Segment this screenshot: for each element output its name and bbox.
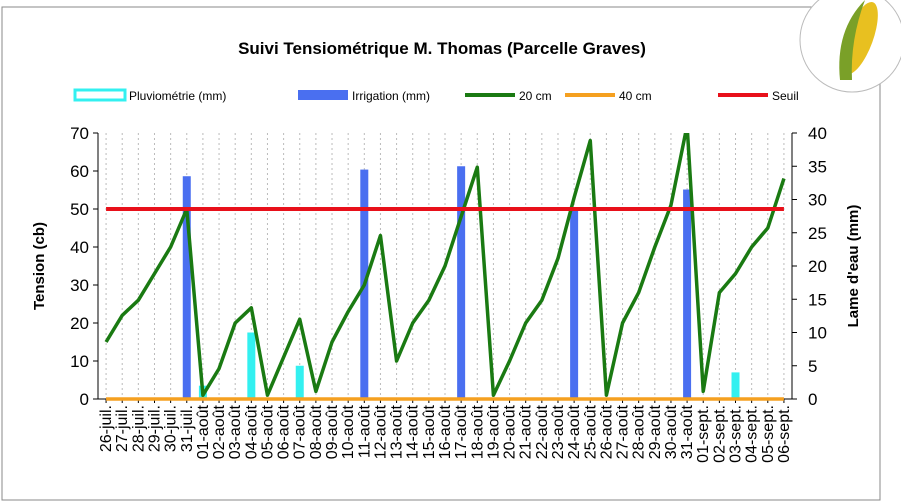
x-tick-label: 01-août	[195, 404, 212, 459]
x-tick-label: 13-août	[389, 404, 406, 459]
legend-label: 40 cm	[619, 89, 652, 103]
x-tick-label: 28-juil.	[130, 405, 147, 452]
x-tick-label: 05-août	[259, 404, 276, 459]
x-tick-label: 02-sept.	[711, 405, 728, 463]
x-tick-label: 05-sept.	[760, 405, 777, 463]
y-tick-label: 10	[70, 352, 89, 371]
y2-tick-label: 0	[808, 390, 817, 409]
x-tick-label: 12-août	[372, 404, 389, 459]
bar	[732, 372, 740, 399]
y-axis-label: Tension (cb)	[31, 222, 48, 310]
x-tick-label: 09-août	[324, 404, 341, 459]
legend-label: Irrigation (mm)	[352, 89, 430, 103]
x-tick-label: 24-août	[566, 404, 583, 459]
x-tick-label: 31-juil.	[179, 405, 196, 452]
x-tick-label: 26-août	[598, 404, 615, 459]
y2-tick-label: 20	[808, 257, 827, 276]
x-tick-label: 06-sept.	[776, 405, 793, 463]
bar	[683, 190, 691, 399]
y2-axis-label: Lame d'eau (mm)	[845, 205, 862, 328]
x-tick-label: 20-août	[502, 404, 519, 459]
x-tick-label: 18-août	[469, 404, 486, 459]
x-tick-label: 04-août	[243, 404, 260, 459]
chart-title: Suivi Tensiométrique M. Thomas (Parcelle…	[238, 39, 646, 58]
y-tick-label: 50	[70, 200, 89, 219]
x-tick-label: 10-août	[340, 404, 357, 459]
x-tick-label: 02-août	[211, 404, 228, 459]
x-tick-label: 14-août	[405, 404, 422, 459]
legend-label: Seuil	[772, 89, 799, 103]
x-tick-label: 29-août	[647, 404, 664, 459]
x-tick-label: 03-sept.	[728, 405, 745, 463]
x-tick-label: 17-août	[453, 404, 470, 459]
x-tick-label: 21-août	[518, 404, 535, 459]
y2-tick-label: 35	[808, 157, 827, 176]
y-tick-label: 70	[70, 124, 89, 143]
y2-tick-label: 15	[808, 290, 827, 309]
x-tick-label: 31-août	[679, 404, 696, 459]
x-tick-label: 25-août	[582, 404, 599, 459]
x-tick-label: 03-août	[227, 404, 244, 459]
x-tick-label: 19-août	[485, 404, 502, 459]
x-tick-label: 11-août	[356, 404, 373, 458]
x-tick-label: 23-août	[550, 404, 567, 459]
bar	[570, 209, 578, 399]
x-tick-label: 16-août	[437, 404, 454, 459]
x-tick-label: 30-juil.	[163, 405, 180, 452]
x-tick-label: 30-août	[663, 404, 680, 459]
x-tick-label: 26-juil.	[98, 405, 115, 452]
legend-swatch	[298, 90, 348, 100]
x-tick-label: 27-août	[615, 404, 632, 459]
x-tick-label: 04-sept.	[744, 405, 761, 463]
legend-label: Pluviométrie (mm)	[129, 89, 226, 103]
x-tick-label: 07-août	[292, 404, 309, 459]
bar	[457, 166, 465, 399]
x-tick-label: 08-août	[308, 404, 325, 459]
y-tick-label: 20	[70, 314, 89, 333]
x-tick-label: 22-août	[534, 404, 551, 459]
y2-tick-label: 40	[808, 124, 827, 143]
y2-tick-label: 10	[808, 324, 827, 343]
y2-tick-label: 30	[808, 191, 827, 210]
x-tick-label: 01-sept.	[695, 405, 712, 463]
x-tick-label: 27-juil.	[114, 405, 131, 452]
y-tick-label: 60	[70, 162, 89, 181]
bar	[247, 333, 255, 400]
bar	[296, 366, 304, 399]
legend-swatch	[75, 90, 125, 100]
chart: Suivi Tensiométrique M. Thomas (Parcelle…	[0, 0, 901, 502]
x-tick-label: 29-juil.	[146, 405, 163, 452]
x-tick-label: 06-août	[276, 404, 293, 459]
y2-tick-label: 25	[808, 224, 827, 243]
y2-tick-label: 5	[808, 357, 817, 376]
legend-label: 20 cm	[519, 89, 552, 103]
y-tick-label: 30	[70, 276, 89, 295]
x-tick-label: 28-août	[631, 404, 648, 459]
y-tick-label: 40	[70, 238, 89, 257]
x-tick-label: 15-août	[421, 404, 438, 459]
y-tick-label: 0	[80, 390, 89, 409]
